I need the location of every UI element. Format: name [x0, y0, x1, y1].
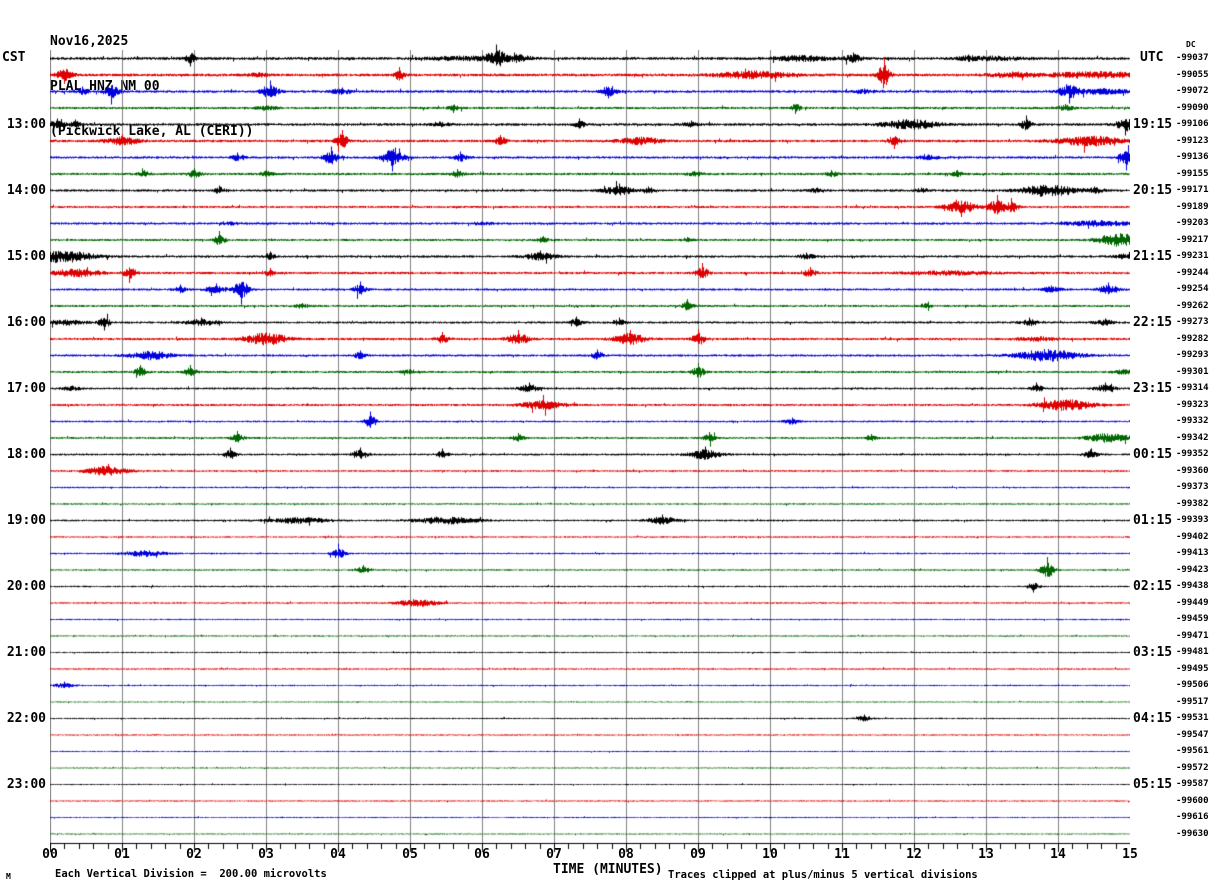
cst-hour-label: 17:00	[6, 380, 46, 396]
utc-hour-label: 20:15	[1133, 182, 1173, 198]
dc-offset-value: -99373	[1176, 482, 1209, 492]
dc-offset-value: -99531	[1176, 713, 1209, 723]
utc-hour-label: 01:15	[1133, 512, 1173, 528]
dc-offset-value: -99314	[1176, 383, 1209, 393]
cst-hour-label: 20:00	[6, 578, 46, 594]
minute-tick-label: 13	[978, 847, 994, 862]
dc-offset-value: -99301	[1176, 366, 1209, 377]
dc-offset-value: -99360	[1176, 465, 1209, 476]
dc-offset-value: -99244	[1176, 267, 1209, 278]
watermark-m: M	[6, 872, 11, 881]
utc-hour-label: 05:15	[1133, 776, 1173, 792]
dc-offset-value: -99155	[1176, 168, 1209, 179]
dc-offset-value: -99449	[1176, 597, 1209, 608]
cst-hour-label: 16:00	[6, 314, 46, 330]
dc-offset-value: -99189	[1176, 201, 1209, 212]
cst-hour-label: 21:00	[6, 644, 46, 660]
seismogram-plot	[50, 30, 1130, 856]
utc-hour-label: 22:15	[1133, 314, 1173, 330]
dc-offset-value: -99471	[1176, 630, 1209, 641]
minute-tick-label: 09	[690, 847, 706, 862]
dc-offset-value: -99273	[1176, 317, 1209, 327]
dc-offset-value: -99072	[1176, 86, 1209, 96]
utc-hour-label: 21:15	[1133, 248, 1173, 264]
dc-offset-value: -99393	[1176, 515, 1209, 525]
minute-tick-label: 00	[42, 847, 58, 862]
minute-tick-label: 03	[258, 847, 274, 862]
minute-tick-label: 04	[330, 847, 346, 862]
dc-offset-value: -99495	[1176, 663, 1209, 674]
dc-offset-value: -99547	[1176, 729, 1209, 740]
dc-offset-value: -99572	[1176, 762, 1209, 773]
utc-hour-label: 00:15	[1133, 446, 1173, 462]
dc-offset-value: -99438	[1176, 581, 1209, 591]
dc-offset-value: -99231	[1176, 251, 1209, 261]
dc-offset-value: -99293	[1176, 350, 1209, 360]
minute-tick-label: 15	[1122, 847, 1138, 862]
dc-offset-value: -99055	[1176, 69, 1209, 80]
dc-offset-value: -99332	[1176, 416, 1209, 426]
dc-offset-value: -99630	[1176, 828, 1209, 839]
minute-tick-label: 10	[762, 847, 778, 862]
dc-offset-value: -99459	[1176, 614, 1209, 624]
cst-hour-label: 23:00	[6, 776, 46, 792]
minute-tick-label: 05	[402, 847, 418, 862]
x-axis-title: TIME (MINUTES)	[553, 862, 663, 877]
dc-offset-value: -99262	[1176, 300, 1209, 311]
utc-header: UTC	[1140, 50, 1164, 65]
dc-offset-value: -99587	[1176, 779, 1209, 789]
dc-offset-value: -99616	[1176, 812, 1209, 822]
minute-tick-label: 02	[186, 847, 202, 862]
dc-offset-value: -99090	[1176, 102, 1209, 113]
dc-offset-value: -99423	[1176, 564, 1209, 575]
minute-tick-label: 14	[1050, 847, 1066, 862]
dc-offset-value: -99282	[1176, 333, 1209, 344]
cst-hour-label: 22:00	[6, 710, 46, 726]
dc-offset-value: -99561	[1176, 746, 1209, 756]
dc-offset-value: -99106	[1176, 119, 1209, 129]
cst-hour-label: 13:00	[6, 116, 46, 132]
minute-tick-label: 12	[906, 847, 922, 862]
cst-hour-label: 15:00	[6, 248, 46, 264]
dc-offset-value: -99506	[1176, 680, 1209, 690]
utc-hour-label: 03:15	[1133, 644, 1173, 660]
dc-offset-value: -99123	[1176, 135, 1209, 146]
minute-tick-label: 01	[114, 847, 130, 862]
minute-tick-label: 11	[834, 847, 850, 862]
dc-offset-value: -99254	[1176, 284, 1209, 294]
cst-hour-label: 14:00	[6, 182, 46, 198]
scale-note: Each Vertical Division = 200.00 microvol…	[55, 868, 327, 880]
dc-offset-value: -99382	[1176, 498, 1209, 509]
utc-hour-label: 04:15	[1133, 710, 1173, 726]
dc-offset-value: -99342	[1176, 432, 1209, 443]
dc-offset-value: -99352	[1176, 449, 1209, 459]
minute-tick-label: 06	[474, 847, 490, 862]
dc-offset-value: -99323	[1176, 399, 1209, 410]
minute-tick-label: 07	[546, 847, 562, 862]
dc-header: DC	[1186, 40, 1196, 49]
dc-offset-value: -99600	[1176, 795, 1209, 806]
cst-hour-label: 18:00	[6, 446, 46, 462]
utc-hour-label: 19:15	[1133, 116, 1173, 132]
clip-note: Traces clipped at plus/minus 5 vertical …	[668, 869, 978, 881]
dc-offset-value: -99517	[1176, 696, 1209, 707]
dc-offset-value: -99136	[1176, 152, 1209, 162]
utc-hour-label: 23:15	[1133, 380, 1173, 396]
cst-hour-label: 19:00	[6, 512, 46, 528]
utc-hour-label: 02:15	[1133, 578, 1173, 594]
dc-offset-value: -99413	[1176, 548, 1209, 558]
dc-offset-value: -99402	[1176, 531, 1209, 542]
dc-offset-value: -99217	[1176, 234, 1209, 245]
dc-offset-value: -99037	[1176, 53, 1209, 63]
dc-offset-value: -99171	[1176, 185, 1209, 195]
dc-offset-value: -99203	[1176, 218, 1209, 228]
dc-offset-value: -99481	[1176, 647, 1209, 657]
cst-header: CST	[2, 50, 26, 65]
minute-tick-label: 08	[618, 847, 634, 862]
